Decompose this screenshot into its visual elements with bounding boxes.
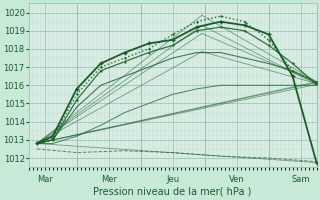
X-axis label: Pression niveau de la mer( hPa ): Pression niveau de la mer( hPa ) bbox=[93, 187, 252, 197]
